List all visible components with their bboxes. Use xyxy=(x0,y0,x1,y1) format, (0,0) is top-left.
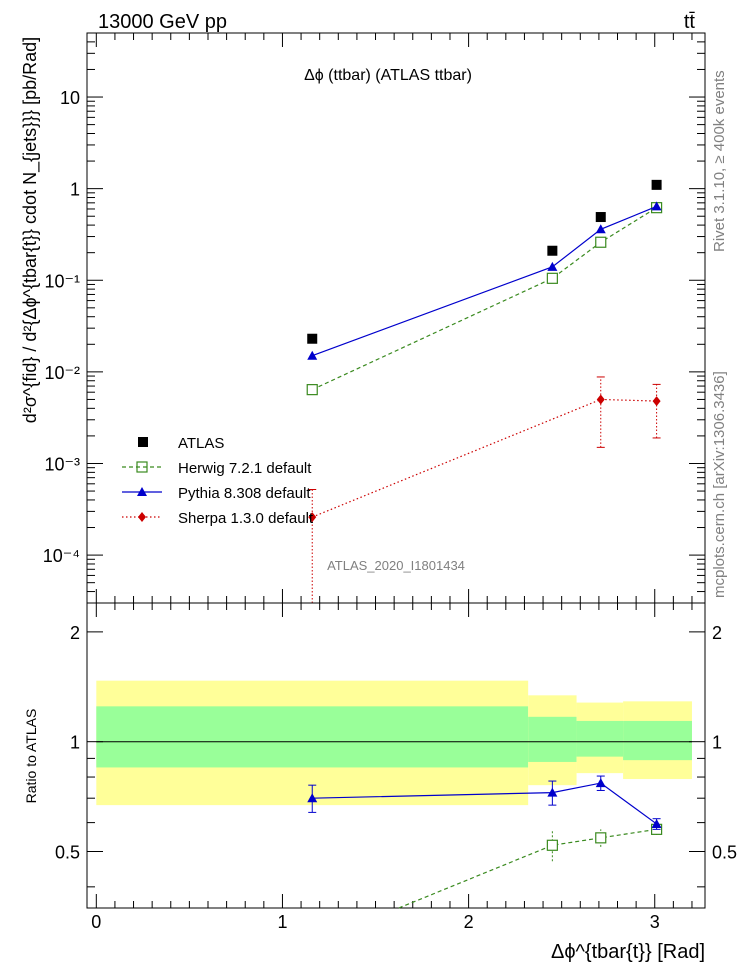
sherpa-point xyxy=(596,394,605,405)
x-tick-label: 1 xyxy=(277,912,287,932)
ratio-band-inner xyxy=(623,720,692,761)
ratio-pythia-line xyxy=(312,782,657,825)
x-axis-label: Δϕ^{tbar{t}} [Rad] xyxy=(551,941,705,963)
legend: ATLAS Herwig 7.2.1 default Pythia 8.308 … xyxy=(122,435,314,527)
x-tick-label: 0 xyxy=(91,912,101,932)
y-tick-label: 10⁻¹ xyxy=(44,271,80,291)
ratio-pythia-point xyxy=(595,778,606,788)
ratio-y-tick-label-right: 0.5 xyxy=(712,842,737,862)
ratio-y-axis-label: Ratio to ATLAS xyxy=(23,709,39,804)
pythia-point xyxy=(307,350,318,360)
ratio-band-inner xyxy=(528,716,577,762)
ratio-band-inner xyxy=(576,720,624,757)
ratio-herwig-point xyxy=(595,832,607,844)
ratio-pythia-point xyxy=(307,793,318,803)
atlas-point xyxy=(651,179,662,190)
pythia-point xyxy=(595,224,606,234)
analysis-id: ATLAS_2020_I1801434 xyxy=(327,558,465,573)
y-tick-label: 1 xyxy=(70,180,80,200)
ratio-herwig-point xyxy=(546,839,558,851)
herwig-point xyxy=(306,384,318,396)
ratio-y-tick-label-right: 1 xyxy=(712,733,722,753)
ratio-plot: 0 1 2 3 2 2 1 1 0.5 0.5 xyxy=(55,602,737,932)
legend-sherpa-marker xyxy=(138,512,146,522)
ratio-y-tick-label: 0.5 xyxy=(55,842,80,862)
y-tick-label: 10 xyxy=(60,88,80,108)
ratio-frame xyxy=(86,602,706,909)
x-tick-label: 2 xyxy=(464,912,474,932)
legend-atlas: ATLAS xyxy=(178,435,224,452)
y-tick-label: 10⁻⁴ xyxy=(43,546,80,566)
sherpa-line xyxy=(312,398,657,518)
herwig-line xyxy=(311,207,657,391)
ratio-y-tick-label: 2 xyxy=(70,623,80,643)
pythia-point xyxy=(651,201,662,211)
atlas-point xyxy=(595,212,606,223)
x-tick-label: 3 xyxy=(650,912,660,932)
pythia-point xyxy=(547,261,558,271)
process-label: tt̄ xyxy=(684,11,696,33)
ratio-herwig-line xyxy=(398,828,657,909)
legend-pythia-marker xyxy=(137,487,147,496)
legend-sherpa: Sherpa 1.3.0 default xyxy=(178,510,314,527)
y-tick-label: 10⁻³ xyxy=(44,454,80,474)
ratio-y-tick-label: 1 xyxy=(70,733,80,753)
legend-herwig: Herwig 7.2.1 default xyxy=(178,460,312,477)
ratio-y-tick-label-right: 2 xyxy=(712,623,722,643)
mcplots-label: mcplots.cern.ch [arXiv:1306.3436] xyxy=(711,371,728,598)
energy-label: 13000 GeV pp xyxy=(98,11,227,33)
pythia-line xyxy=(312,205,657,357)
herwig-point xyxy=(546,272,558,284)
atlas-point xyxy=(307,333,318,344)
legend-pythia: Pythia 8.308 default xyxy=(178,485,311,502)
plot-title: Δϕ (ttbar) (ATLAS ttbar) xyxy=(304,67,472,84)
sherpa-point xyxy=(308,512,317,523)
main-plot: 10 1 10⁻¹ 10⁻² 10⁻³ 10⁻⁴ xyxy=(43,32,706,908)
herwig-point xyxy=(595,236,607,248)
ratio-pythia-point xyxy=(651,818,662,828)
ratio-band-inner xyxy=(96,706,529,768)
y-tick-label: 10⁻² xyxy=(44,363,80,383)
ratio-pythia-point xyxy=(547,787,558,797)
rivet-label: Rivet 3.1.10, ≥ 400k events xyxy=(711,70,728,252)
atlas-point xyxy=(547,245,558,256)
legend-herwig-marker xyxy=(136,461,148,473)
y-axis-label: d²σ^{fid} / d²{Δϕ^{tbar{t}} cdot N_{jets… xyxy=(20,37,41,423)
sherpa-point xyxy=(652,396,661,407)
legend-atlas-marker xyxy=(138,437,148,447)
